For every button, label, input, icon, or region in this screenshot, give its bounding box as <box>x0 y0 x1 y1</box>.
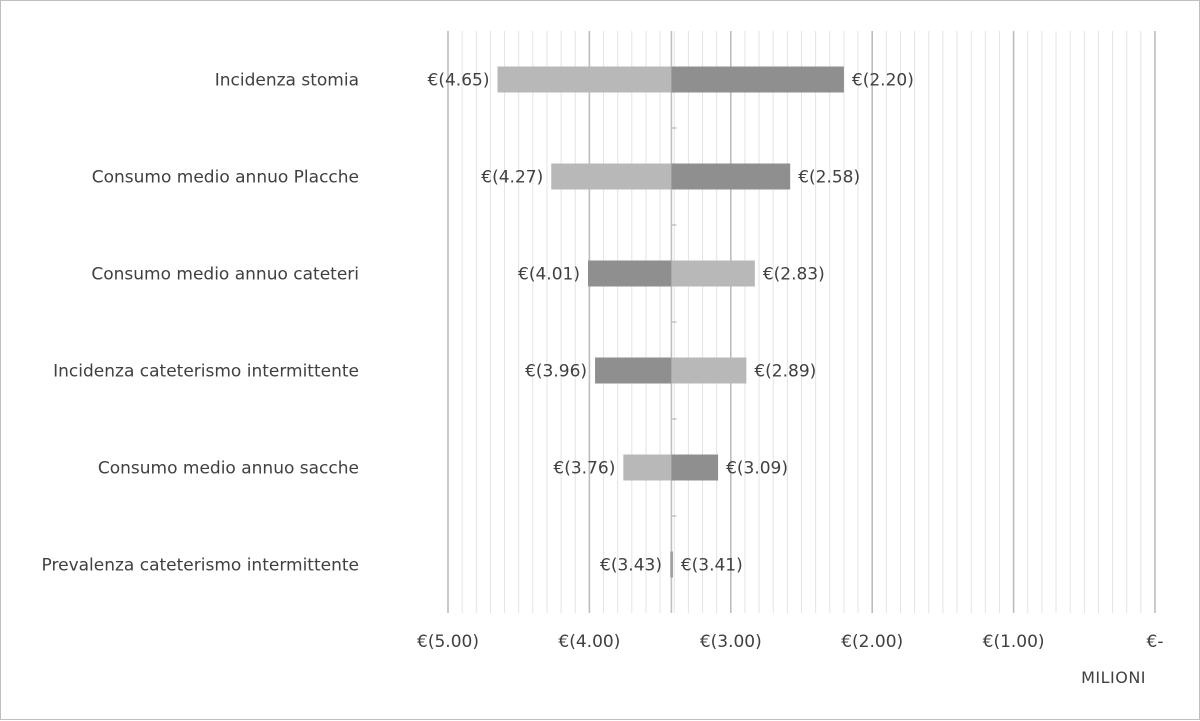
data-label-low: €(4.01) <box>518 265 580 285</box>
bar-low <box>669 551 672 578</box>
category-label: Consumo medio annuo sacche <box>98 459 359 479</box>
category-label: Consumo medio annuo Placche <box>92 168 359 188</box>
bar-low <box>587 260 672 287</box>
category-label: Incidenza stomia <box>215 71 359 91</box>
x-axis-unit-label: MILIONI <box>1081 668 1146 687</box>
bar-high <box>671 163 791 190</box>
bar-low <box>623 454 672 481</box>
data-label-high: €(3.41) <box>681 556 743 576</box>
category-label: Consumo medio annuo cateteri <box>91 265 359 285</box>
bar-high <box>671 454 719 481</box>
bar-low <box>595 357 672 384</box>
data-label-low: €(3.43) <box>600 556 662 576</box>
bars <box>497 66 844 578</box>
data-label-low: €(4.27) <box>481 168 543 188</box>
x-tick-label: €(4.00) <box>558 632 620 652</box>
bar-high <box>671 66 844 93</box>
data-label-high: €(2.89) <box>754 362 816 382</box>
data-label-high: €(2.58) <box>798 168 860 188</box>
data-label-high: €(2.83) <box>763 265 825 285</box>
bar-high <box>671 357 747 384</box>
gridlines <box>447 31 1156 613</box>
x-tick-label: €(1.00) <box>983 632 1045 652</box>
data-label-low: €(3.76) <box>553 459 615 479</box>
data-label-high: €(2.20) <box>852 71 914 91</box>
category-label: Incidenza cateterismo intermittente <box>53 362 359 382</box>
bar-low <box>551 163 672 190</box>
data-label-high: €(3.09) <box>726 459 788 479</box>
x-tick-label: €(5.00) <box>417 632 479 652</box>
bar-low <box>497 66 672 93</box>
labels: €(5.00) €(4.00) €(3.00) €(2.00) €(1.00) €- Inc… <box>42 71 1164 653</box>
category-label: Prevalenza cateterismo intermittente <box>42 556 359 576</box>
x-tick-label: €(2.00) <box>841 632 903 652</box>
x-tick-label: €- <box>1147 632 1164 652</box>
data-label-low: €(3.96) <box>525 362 587 382</box>
bar-high <box>671 260 755 287</box>
x-tick-label: €(3.00) <box>700 632 762 652</box>
bar-high <box>671 551 673 578</box>
data-label-low: €(4.65) <box>428 71 490 91</box>
